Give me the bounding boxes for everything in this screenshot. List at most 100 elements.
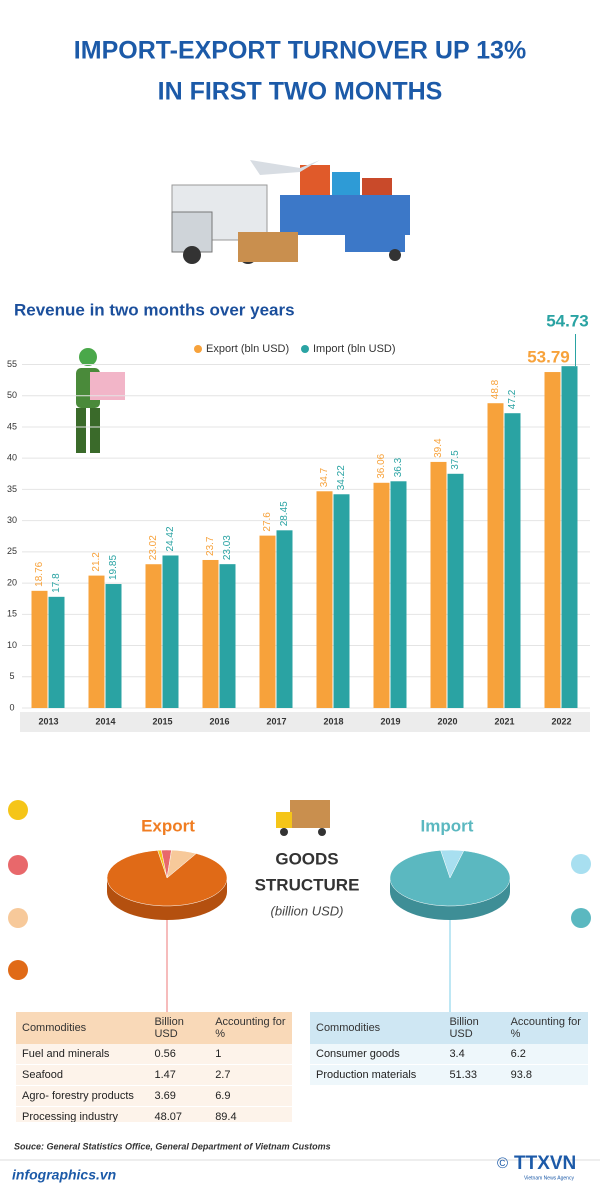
- y-tick-label: 35: [7, 484, 17, 494]
- y-tick-label: 40: [7, 453, 17, 463]
- header-row: Commodities Billion USD Accounting for %: [310, 1012, 588, 1044]
- worker-illustration: [76, 348, 125, 453]
- y-tick-label: 20: [7, 577, 17, 587]
- center-heading: GOODS: [275, 849, 338, 868]
- truck-icon: [276, 800, 330, 836]
- value-label: 23.03: [222, 535, 233, 560]
- value-label: 39.4: [433, 438, 444, 458]
- table: Commodities Billion USD Accounting for % Fu…: [16, 1012, 292, 1122]
- x-tick-label: 2022: [551, 716, 571, 726]
- table-cell: 51.33: [449, 1069, 477, 1081]
- bar: [31, 590, 48, 708]
- legend-swatch: [8, 908, 28, 928]
- x-axis-strip: [20, 712, 590, 732]
- value-label: 34.22: [336, 465, 347, 490]
- y-tick-label: 30: [7, 515, 17, 525]
- agency: Vietnam News Agency: [524, 1175, 574, 1181]
- table-cell: 93.8: [510, 1069, 533, 1081]
- x-tick-label: 2013: [38, 716, 58, 726]
- table-cell: 6.9: [215, 1090, 231, 1102]
- bar: [544, 372, 561, 708]
- import-heading: Import: [421, 816, 474, 835]
- bar: [390, 481, 407, 708]
- bar: [316, 491, 333, 708]
- value-label: 27.6: [262, 512, 273, 532]
- table-row: Agro- forestry products 3.69 6.9: [16, 1085, 292, 1107]
- y-tick-label: 15: [7, 609, 17, 619]
- value-label: 28.45: [279, 501, 290, 526]
- x-tick-label: 2020: [437, 716, 457, 726]
- bar: [333, 494, 350, 708]
- table-row: Production materials 51.33 93.8: [310, 1064, 588, 1086]
- x-tick-label: 2014: [95, 716, 115, 726]
- table-cell: Consumer goods: [316, 1048, 400, 1060]
- x-tick-label: 2019: [380, 716, 400, 726]
- table-cell: Processing industry: [22, 1111, 118, 1122]
- title: IMPORT-EXPORT TURNOVER UP 13%: [74, 37, 526, 65]
- value-label: 23.7: [205, 536, 216, 556]
- legend-swatch: [571, 908, 591, 928]
- unit-label: (billion USD): [271, 903, 344, 918]
- legend-label: Export (bln USD): [206, 343, 289, 355]
- table-cell: 6.2: [510, 1048, 526, 1060]
- bar: [202, 559, 219, 708]
- value-label: 34.7: [319, 467, 330, 487]
- bar: [88, 575, 105, 708]
- legend-label: Import (bln USD): [313, 343, 396, 355]
- table-wrap: Commodities Billion USD Accounting for % Fu…: [16, 1012, 292, 1122]
- header-cell: Billion USD: [154, 1016, 184, 1040]
- bar: [145, 564, 162, 708]
- bar: [504, 413, 521, 708]
- value-label: 53.79: [527, 348, 570, 367]
- table-body: Consumer goods 3.4 6.2 Production materials…: [310, 1044, 588, 1086]
- legend-swatch: [194, 345, 202, 353]
- center-heading: STRUCTURE: [255, 875, 360, 894]
- legend-swatch: [8, 960, 28, 980]
- x-tick-label: 2015: [152, 716, 172, 726]
- bar: [259, 535, 276, 708]
- pie-slice: [106, 850, 228, 907]
- x-tick-label: 2017: [266, 716, 286, 726]
- bar: [276, 530, 293, 708]
- y-tick-label: 50: [7, 390, 17, 400]
- header-cell: Accounting for %: [510, 1016, 581, 1040]
- header-row: Commodities Billion USD Accounting for %: [16, 1012, 292, 1044]
- source: Souce: General Statistics Office, Genera…: [14, 1141, 331, 1151]
- y-tick-label: 45: [7, 421, 17, 431]
- value-label: 23.02: [148, 535, 159, 560]
- bar: [447, 473, 464, 708]
- y-tick-label: 5: [9, 671, 14, 681]
- chart-title: Revenue in two months over years: [14, 300, 295, 319]
- value-label: 47.2: [507, 389, 518, 409]
- legend-swatch: [571, 854, 591, 874]
- bar: [561, 366, 578, 708]
- table-head: Commodities Billion USD Accounting for %: [310, 1012, 588, 1044]
- y-tick-label: 55: [7, 359, 17, 369]
- header-cell: Commodities: [316, 1022, 381, 1034]
- table-cell: 3.69: [154, 1090, 176, 1102]
- table-cell: Fuel and minerals: [22, 1048, 110, 1060]
- table-cell: 1: [215, 1048, 222, 1060]
- value-label: 36.3: [393, 457, 404, 477]
- copyright: ©: [497, 1155, 508, 1172]
- table-cell: 1.47: [154, 1069, 176, 1081]
- table-row: Processing industry 48.07 89.4: [16, 1106, 292, 1122]
- y-tick-label: 0: [9, 702, 14, 712]
- table-cell: 48.07: [154, 1111, 182, 1122]
- header-cell: Billion USD: [449, 1016, 479, 1040]
- y-tick-label: 25: [7, 546, 17, 556]
- value-label: 21.2: [91, 552, 102, 572]
- bar: [48, 596, 65, 708]
- bar: [430, 461, 447, 708]
- table-cell: Seafood: [22, 1069, 63, 1081]
- bar: [105, 584, 122, 708]
- table-row: Consumer goods 3.4 6.2: [310, 1044, 588, 1065]
- value-label: 19.85: [108, 555, 119, 580]
- site: infographics.vn: [12, 1167, 116, 1183]
- legend-swatch: [8, 800, 28, 820]
- table-cell: 89.4: [215, 1111, 237, 1122]
- table: Commodities Billion USD Accounting for % Co…: [310, 1012, 588, 1086]
- value-label: 36.06: [376, 453, 387, 478]
- bar: [219, 564, 236, 708]
